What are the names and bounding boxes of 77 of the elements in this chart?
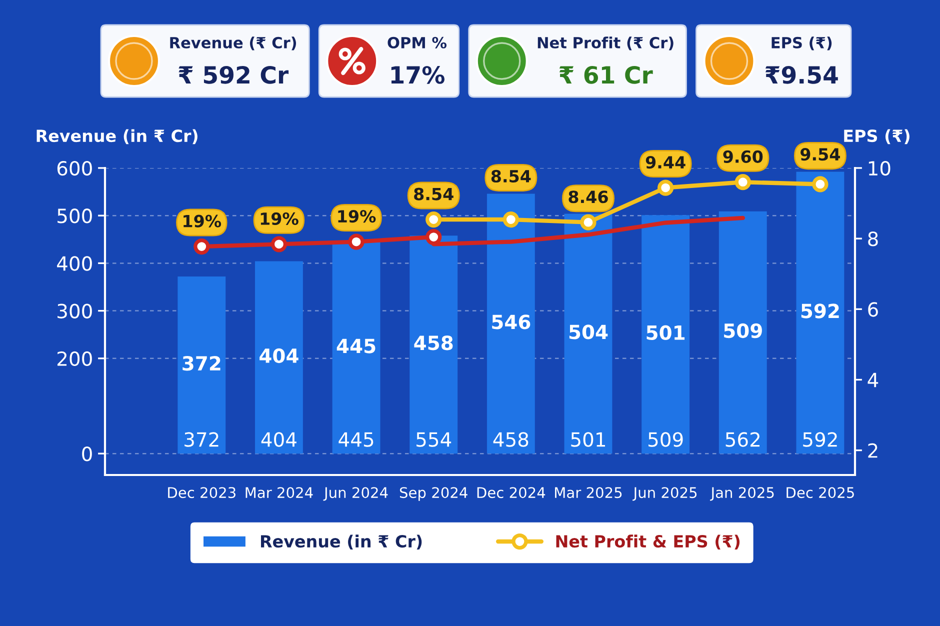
y-tick-label: 400: [57, 256, 92, 271]
point: [270, 236, 288, 252]
y-tick-label: 500: [58, 208, 92, 224]
point: [502, 211, 519, 228]
annotation: 19%: [184, 214, 222, 228]
data-label: 8.46: [568, 190, 608, 204]
text: ₹ 61 Cr: [559, 66, 653, 84]
point: [580, 214, 596, 230]
point: [426, 228, 442, 246]
data-label: 9.54: [800, 148, 840, 161]
point: [348, 234, 364, 250]
data-label: 9.44: [646, 156, 686, 169]
y2-tick-label: 4: [868, 372, 878, 388]
annotation: 445: [338, 432, 374, 447]
annotation: 19%: [338, 210, 376, 223]
legend-label: Revenue (in ₹ Cr): [261, 534, 422, 550]
legend-label: Net Profit & EPS (₹): [556, 534, 740, 550]
x-tick-label: Mar 2024: [246, 487, 313, 498]
annotation: 19%: [260, 212, 298, 225]
annotation: 501: [571, 432, 606, 447]
y-tick-label: 300: [58, 304, 92, 318]
data-label: 8.54: [414, 188, 454, 200]
bar: [642, 215, 690, 454]
x-tick-label: Mar 2025: [555, 487, 622, 498]
x-tick-label: Dec 2025: [786, 487, 854, 498]
data-label: 458: [414, 336, 453, 350]
annotation: 404: [261, 432, 296, 447]
x-tick-label: Dec 2023: [168, 487, 236, 498]
y2-tick-label: 6: [868, 302, 878, 317]
point: [658, 180, 674, 196]
y-tick-label: 0: [82, 446, 92, 462]
annotation: 592: [803, 432, 837, 447]
y2-tick-label: 8: [868, 232, 878, 246]
data-label: 404: [260, 348, 298, 364]
text: 17%: [391, 66, 445, 84]
x-tick-label: Dec 2024: [477, 487, 546, 498]
data-label: 9.60: [723, 150, 763, 163]
y-tick-label: 600: [57, 160, 92, 176]
annotation: 562: [726, 432, 760, 447]
y2-tick-label: 10: [868, 160, 890, 176]
bar: [332, 242, 380, 454]
data-label: 8.54: [491, 170, 531, 183]
point: [812, 176, 828, 192]
y-tick-label: 200: [58, 351, 92, 366]
annotation: 458: [493, 432, 528, 447]
point: [734, 174, 751, 190]
data-label: 501: [646, 325, 685, 340]
annotation: 372: [184, 432, 218, 447]
text: EPS (₹): [772, 36, 832, 50]
annotation: 554: [416, 432, 452, 447]
bar: [178, 276, 226, 454]
bar: [410, 236, 458, 454]
data-label: 504: [569, 324, 608, 340]
text: ₹ 592 Cr: [178, 66, 289, 84]
text: OPM %: [388, 36, 447, 48]
data-label: 546: [492, 314, 530, 330]
bar: [796, 172, 844, 454]
y-axis-title: Revenue (in ₹ Cr): [36, 129, 198, 144]
text: Net Profit (₹ Cr): [538, 36, 674, 50]
x-tick-label: Jan 2025: [710, 487, 774, 501]
point: [426, 211, 442, 228]
data-label: 509: [724, 323, 762, 338]
text: ₹9.54: [765, 66, 838, 84]
bar: [255, 261, 303, 454]
data-label: 592: [801, 304, 839, 318]
y2-axis-title: EPS (₹): [844, 129, 910, 144]
point: [194, 238, 210, 255]
x-tick-label: Sep 2024: [400, 487, 468, 501]
x-tick-label: Jun 2024: [323, 487, 388, 501]
x-tick-label: Jun 2025: [632, 487, 697, 501]
bar: [486, 194, 535, 454]
data-label: 372: [182, 356, 220, 371]
y2-tick-label: 2: [868, 443, 878, 458]
bar: [718, 211, 767, 454]
annotation: 509: [648, 432, 683, 447]
text: Revenue (₹ Cr): [170, 36, 296, 50]
data-label: 445: [336, 338, 376, 354]
